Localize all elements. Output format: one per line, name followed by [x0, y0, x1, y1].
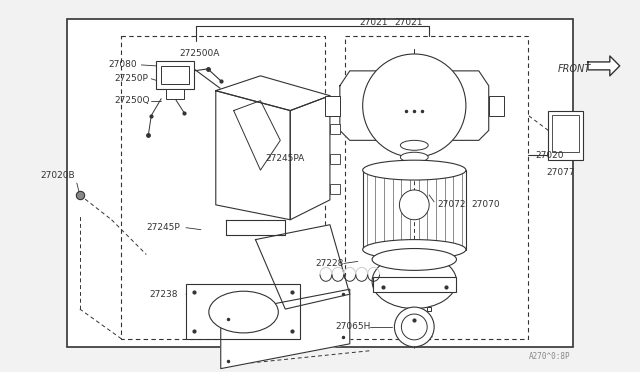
- Polygon shape: [226, 220, 285, 235]
- Circle shape: [394, 307, 434, 347]
- Text: 27245PA: 27245PA: [266, 154, 305, 163]
- Polygon shape: [216, 76, 330, 110]
- Text: 272500A: 272500A: [179, 48, 220, 58]
- Text: 27065H: 27065H: [335, 323, 371, 331]
- Bar: [166, 89, 184, 99]
- Ellipse shape: [209, 291, 278, 333]
- Circle shape: [399, 190, 429, 220]
- Text: 27250Q: 27250Q: [115, 96, 150, 105]
- Text: 27080: 27080: [109, 60, 137, 70]
- Bar: [330, 154, 340, 164]
- Text: 27070: 27070: [471, 201, 499, 209]
- Bar: [161, 66, 189, 84]
- Polygon shape: [216, 91, 290, 220]
- Text: 27020: 27020: [536, 151, 564, 160]
- Ellipse shape: [401, 140, 428, 150]
- Bar: [552, 115, 579, 152]
- Text: 27020B: 27020B: [40, 171, 75, 180]
- Polygon shape: [290, 96, 330, 220]
- Bar: [67, 19, 573, 347]
- Text: A270^0:8P: A270^0:8P: [529, 352, 570, 361]
- Bar: [122, 36, 325, 339]
- Polygon shape: [588, 56, 620, 76]
- Text: 27021: 27021: [394, 18, 423, 27]
- Text: 27245P: 27245P: [147, 223, 180, 232]
- Text: 27228: 27228: [315, 259, 344, 268]
- Bar: [186, 284, 300, 339]
- Text: 27238: 27238: [149, 290, 178, 299]
- Polygon shape: [255, 225, 350, 309]
- Ellipse shape: [363, 160, 466, 180]
- Polygon shape: [340, 71, 489, 140]
- Circle shape: [363, 54, 466, 157]
- Text: FRONT: FRONT: [558, 64, 591, 74]
- Ellipse shape: [372, 248, 456, 270]
- Bar: [330, 184, 340, 194]
- Ellipse shape: [363, 240, 466, 259]
- Bar: [489, 96, 504, 116]
- Bar: [325, 96, 340, 116]
- Bar: [372, 277, 456, 292]
- Text: 27021: 27021: [360, 18, 388, 27]
- Ellipse shape: [401, 152, 428, 162]
- Circle shape: [401, 314, 427, 340]
- Bar: [156, 61, 194, 89]
- Text: 27250P: 27250P: [115, 74, 148, 83]
- Bar: [330, 125, 340, 134]
- Bar: [548, 110, 583, 160]
- Bar: [345, 36, 529, 339]
- Polygon shape: [221, 289, 350, 369]
- Text: 27072: 27072: [437, 201, 466, 209]
- Ellipse shape: [372, 254, 456, 309]
- Text: 27077: 27077: [547, 168, 575, 177]
